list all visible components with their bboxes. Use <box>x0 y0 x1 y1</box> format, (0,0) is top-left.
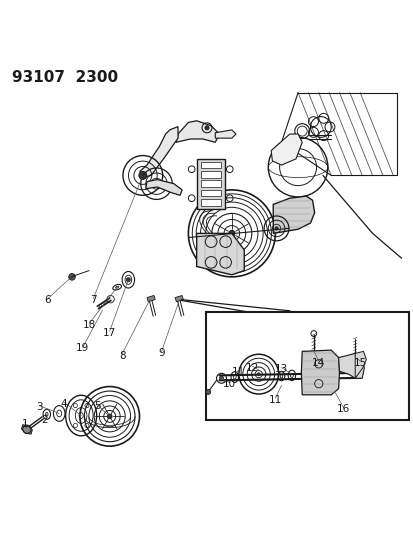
Text: 1: 1 <box>21 419 28 429</box>
Text: 14: 14 <box>311 358 325 368</box>
Polygon shape <box>200 161 220 168</box>
Bar <box>205 312 408 419</box>
Text: 15: 15 <box>353 358 366 368</box>
Text: 93107  2300: 93107 2300 <box>12 70 118 85</box>
Circle shape <box>126 278 130 282</box>
Polygon shape <box>354 351 366 378</box>
Text: 11: 11 <box>268 395 281 405</box>
Text: 18: 18 <box>82 320 95 330</box>
Circle shape <box>228 230 234 237</box>
Polygon shape <box>175 295 183 302</box>
Polygon shape <box>196 159 224 208</box>
Text: 8: 8 <box>119 351 125 360</box>
Text: 17: 17 <box>103 328 116 338</box>
Text: 19: 19 <box>76 343 89 353</box>
Text: 7: 7 <box>90 295 96 305</box>
Text: 9: 9 <box>158 349 164 358</box>
Circle shape <box>274 227 278 230</box>
Polygon shape <box>176 121 219 142</box>
Text: 12: 12 <box>245 363 259 373</box>
Polygon shape <box>200 180 220 187</box>
Text: 6: 6 <box>44 295 51 305</box>
Circle shape <box>154 181 159 186</box>
Polygon shape <box>338 353 363 378</box>
Circle shape <box>138 172 147 180</box>
Text: 11: 11 <box>231 367 244 377</box>
Polygon shape <box>145 180 182 195</box>
Text: 16: 16 <box>336 405 349 414</box>
Polygon shape <box>301 350 339 395</box>
Circle shape <box>107 414 112 419</box>
Circle shape <box>257 373 259 376</box>
Polygon shape <box>140 126 178 177</box>
Circle shape <box>204 126 209 130</box>
Circle shape <box>69 273 75 280</box>
Text: 3: 3 <box>36 402 43 412</box>
Polygon shape <box>196 233 244 275</box>
Text: 2: 2 <box>41 415 48 425</box>
Polygon shape <box>21 425 32 434</box>
Polygon shape <box>273 196 314 233</box>
Polygon shape <box>147 295 155 302</box>
Text: 13: 13 <box>274 364 287 374</box>
Polygon shape <box>200 171 220 177</box>
Polygon shape <box>200 199 220 206</box>
Polygon shape <box>200 190 220 196</box>
Polygon shape <box>271 134 301 165</box>
Circle shape <box>219 376 223 381</box>
Text: 4: 4 <box>61 399 67 409</box>
Text: 5: 5 <box>94 401 100 411</box>
Text: 10: 10 <box>223 379 236 390</box>
Polygon shape <box>215 130 235 138</box>
Circle shape <box>205 390 210 394</box>
